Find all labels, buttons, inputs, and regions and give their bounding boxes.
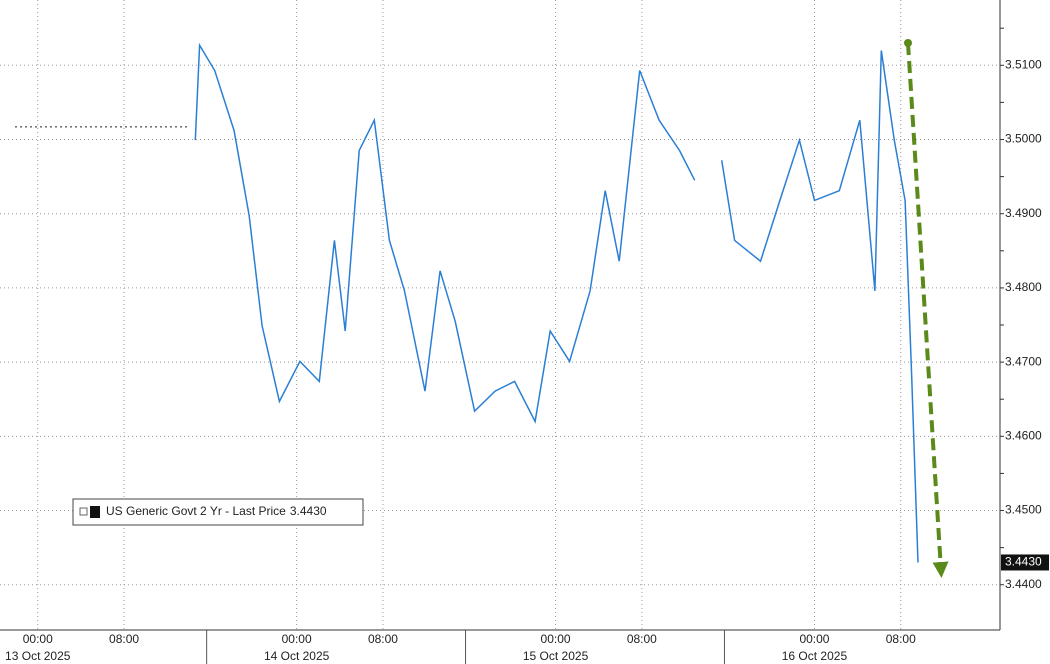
x-tick-label: 00:00 (541, 632, 571, 646)
y-tick-label: 3.4500 (1005, 503, 1042, 517)
last-value-label: 3.4430 (1005, 555, 1042, 569)
legend-value: 3.4430 (290, 504, 327, 518)
legend-name: US Generic Govt 2 Yr - Last Price (106, 504, 286, 518)
x-tick-label: 08:00 (886, 632, 916, 646)
y-tick-label: 3.4600 (1005, 428, 1042, 442)
x-date-label: 14 Oct 2025 (264, 649, 330, 663)
legend-text: US Generic Govt 2 Yr - Last Price 3.4430 (106, 504, 327, 518)
x-tick-label: 00:00 (23, 632, 53, 646)
x-date-label: 13 Oct 2025 (5, 649, 71, 663)
x-tick-label: 08:00 (109, 632, 139, 646)
trend-arrow (906, 42, 949, 578)
y-tick-label: 3.4700 (1005, 354, 1042, 368)
y-tick-label: 3.4800 (1005, 280, 1042, 294)
x-tick-label: 00:00 (799, 632, 829, 646)
y-tick-label: 3.4900 (1005, 206, 1042, 220)
y-tick-label: 3.5100 (1005, 57, 1042, 71)
x-date-label: 16 Oct 2025 (782, 649, 848, 663)
y-tick-label: 3.4400 (1005, 577, 1042, 591)
x-tick-label: 08:00 (627, 632, 657, 646)
y-tick-label: 3.5000 (1005, 132, 1042, 146)
x-date-label: 15 Oct 2025 (523, 649, 589, 663)
legend-box (72, 498, 364, 526)
last-value-box (1001, 554, 1049, 571)
x-tick-label: 00:00 (282, 632, 312, 646)
price-line (194, 42, 919, 563)
legend-toggle (79, 507, 88, 516)
legend-swatch (90, 506, 100, 518)
trend-arrow-start (904, 39, 912, 47)
x-tick-label: 08:00 (368, 632, 398, 646)
